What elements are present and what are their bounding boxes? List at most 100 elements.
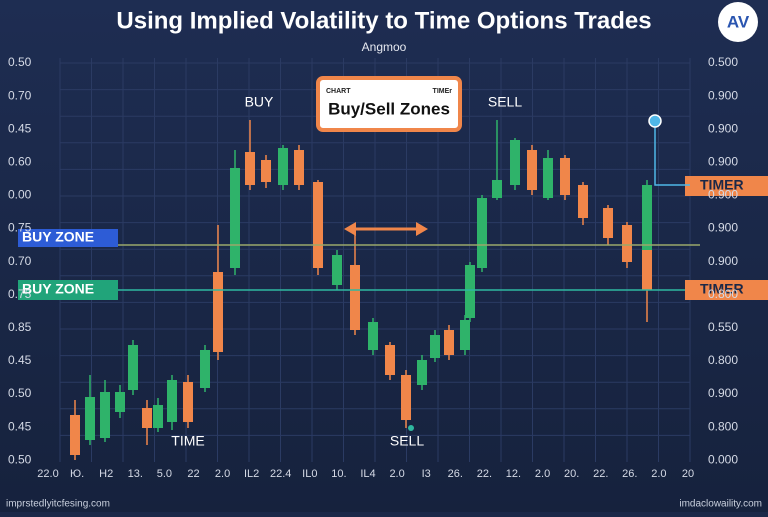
bottom-axis-label: 22.4 — [270, 468, 291, 480]
title: Using Implied Volatility to Time Options… — [116, 7, 651, 34]
candle-body — [278, 148, 288, 185]
right-axis-label: 0.000 — [708, 452, 738, 466]
footer-left: imprstedlyitcfesing.com — [6, 499, 110, 510]
candle-body — [213, 272, 223, 352]
bottom-axis-label: 2.0 — [535, 468, 550, 480]
timer-label: TIMER — [700, 177, 744, 193]
bottom-axis-label: IL2 — [244, 468, 259, 480]
candle-body — [622, 225, 632, 262]
timer-tag — [685, 176, 768, 196]
buy-label: BUY — [245, 94, 274, 110]
candle-body — [401, 375, 411, 420]
candle-body — [444, 330, 454, 355]
candle-body — [460, 320, 470, 350]
bottom-axis-label: 5.0 — [157, 468, 172, 480]
timer-tag — [685, 280, 768, 300]
sell-label: SELL — [488, 94, 522, 110]
candle-body — [603, 208, 613, 238]
candle-body — [100, 392, 110, 438]
candle-body — [167, 380, 177, 422]
right-axis-label: 0.900 — [708, 188, 738, 202]
candle-body — [183, 382, 193, 422]
zone-label: BUY ZONE — [22, 229, 94, 245]
candle-body — [527, 150, 537, 190]
candle-body — [153, 405, 163, 428]
bottom-axis-label: 13. — [128, 468, 143, 480]
candle-body — [261, 160, 271, 182]
arrow-head — [416, 222, 428, 236]
right-axis-label: 0.800 — [708, 287, 738, 301]
right-axis-label: 0.500 — [708, 55, 738, 69]
candle-body — [230, 168, 240, 268]
bottom-axis-label: 2.0 — [215, 468, 230, 480]
zone-label: BUY ZONE — [22, 281, 94, 297]
left-axis-label: 0.85 — [8, 320, 32, 334]
candle-body — [70, 415, 80, 455]
candle-body — [510, 140, 520, 185]
footer-right: imdaclowaility.com — [679, 499, 762, 510]
candle-body — [200, 350, 210, 388]
candle-body — [350, 265, 360, 330]
left-axis-label: 0.00 — [8, 188, 32, 202]
candle-body — [294, 150, 304, 185]
left-axis-label: 0.70 — [8, 88, 32, 102]
bottom-axis-label: 12. — [506, 468, 521, 480]
candles — [70, 120, 652, 460]
candle-body — [245, 152, 255, 185]
candle-body — [385, 345, 395, 375]
candle-body — [543, 158, 553, 198]
left-axis-label: 0.75 — [8, 221, 32, 235]
candle-body — [477, 198, 487, 268]
candle-body — [417, 360, 427, 385]
logo: AV — [727, 12, 750, 31]
candle-body — [578, 185, 588, 218]
candle-body — [368, 322, 378, 350]
candle-body — [465, 265, 475, 318]
bottom-axis-label: IL4 — [360, 468, 375, 480]
callout-small: CHART — [326, 88, 351, 95]
right-axis-label: 0.550 — [708, 320, 738, 334]
right-axis-label: 0.800 — [708, 353, 738, 367]
bottom-axis-label: 20 — [682, 468, 694, 480]
bottom-axis-label: 2.0 — [389, 468, 404, 480]
candle-body — [492, 180, 502, 198]
left-axis-label: 0.45 — [8, 353, 32, 367]
timer-pointer — [654, 125, 690, 186]
bottom-axis-label: H2 — [99, 468, 113, 480]
candle-body — [642, 185, 652, 250]
bottom-axis-label: 2.0 — [651, 468, 666, 480]
bottom-axis-label: IL0 — [302, 468, 317, 480]
candle-body — [313, 182, 323, 268]
candle-body — [142, 408, 152, 428]
callout-title: Buy/Sell Zones — [328, 99, 450, 118]
candle-body — [430, 335, 440, 358]
right-axis-label: 0.900 — [708, 254, 738, 268]
logo-badge — [718, 2, 758, 42]
bottom-axis-label: 26. — [622, 468, 637, 480]
sell-bottom-label: SELL — [390, 433, 424, 449]
right-axis-label: 0.900 — [708, 121, 738, 135]
arrow-head — [344, 222, 356, 236]
left-axis-label: 0.45 — [8, 121, 32, 135]
candle-body — [115, 392, 125, 412]
time-label: TIME — [171, 433, 204, 449]
left-axis-label: 0.45 — [8, 419, 32, 433]
callout-box — [316, 76, 462, 132]
right-axis-label: 0.900 — [708, 386, 738, 400]
timer-dot — [648, 114, 662, 128]
bottom-axis-label: 22.0 — [37, 468, 58, 480]
candle-body — [560, 158, 570, 195]
zone-tag — [18, 229, 118, 247]
left-axis-label: 0.70 — [8, 254, 32, 268]
bottom-axis-label: 22. — [593, 468, 608, 480]
grid — [59, 58, 691, 462]
candle-body — [332, 255, 342, 285]
marker — [408, 425, 414, 431]
candle-body — [85, 397, 95, 440]
bottom-axis-label: I3 — [422, 468, 431, 480]
timer-label: TIMER — [700, 281, 744, 297]
left-axis-label: 0.50 — [8, 55, 32, 69]
candle-body — [128, 345, 138, 390]
